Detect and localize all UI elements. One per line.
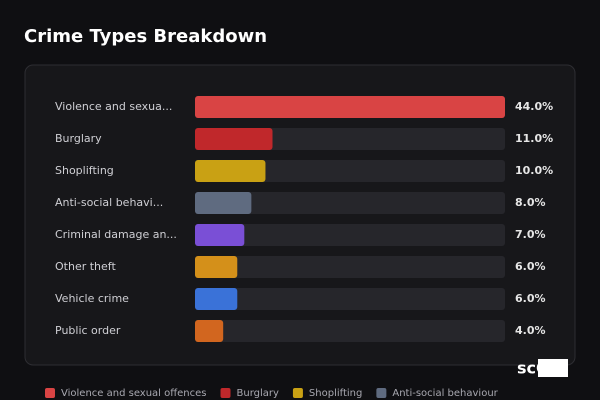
bar-track	[195, 320, 505, 342]
value-label: 10.0%	[515, 164, 553, 177]
bar	[195, 288, 238, 310]
bar-track	[195, 160, 505, 182]
bar-track	[195, 288, 505, 310]
category-label: Anti-social behavi...	[55, 196, 163, 209]
category-label: Public order	[55, 324, 121, 337]
value-label: 7.0%	[515, 228, 546, 241]
bar	[195, 256, 238, 278]
legend-label: Burglary	[237, 388, 279, 399]
legend-swatch	[45, 388, 55, 398]
bar	[195, 320, 224, 342]
legend-swatch	[376, 388, 387, 398]
legend-swatch	[292, 388, 303, 398]
value-label: 6.0%	[515, 260, 546, 273]
category-label: Violence and sexua...	[55, 100, 172, 113]
value-label: 6.0%	[515, 292, 546, 305]
value-label: 44.0%	[515, 100, 553, 113]
category-label: Vehicle crime	[55, 292, 129, 305]
logo-box	[538, 359, 568, 377]
legend-label: Anti-social behaviour	[392, 388, 498, 399]
bar-track	[195, 224, 505, 246]
category-label: Other theft	[55, 260, 116, 273]
bar	[195, 128, 273, 150]
category-label: Burglary	[55, 132, 102, 145]
chart-title: Crime Types Breakdown	[24, 26, 267, 47]
bar	[195, 224, 245, 246]
legend-swatch	[220, 388, 231, 398]
value-label: 8.0%	[515, 196, 546, 209]
bar	[195, 192, 252, 214]
value-label: 11.0%	[515, 132, 553, 145]
watermark: scOS	[517, 359, 561, 378]
bar	[195, 160, 266, 182]
bar-track	[195, 256, 505, 278]
bar-track	[195, 192, 505, 214]
legend-label: Violence and sexual offences	[61, 388, 207, 399]
category-label: Criminal damage an...	[55, 228, 177, 241]
bar	[195, 96, 505, 118]
legend-label: Shoplifting	[309, 388, 362, 399]
category-label: Shoplifting	[55, 164, 114, 177]
value-label: 4.0%	[515, 324, 546, 337]
